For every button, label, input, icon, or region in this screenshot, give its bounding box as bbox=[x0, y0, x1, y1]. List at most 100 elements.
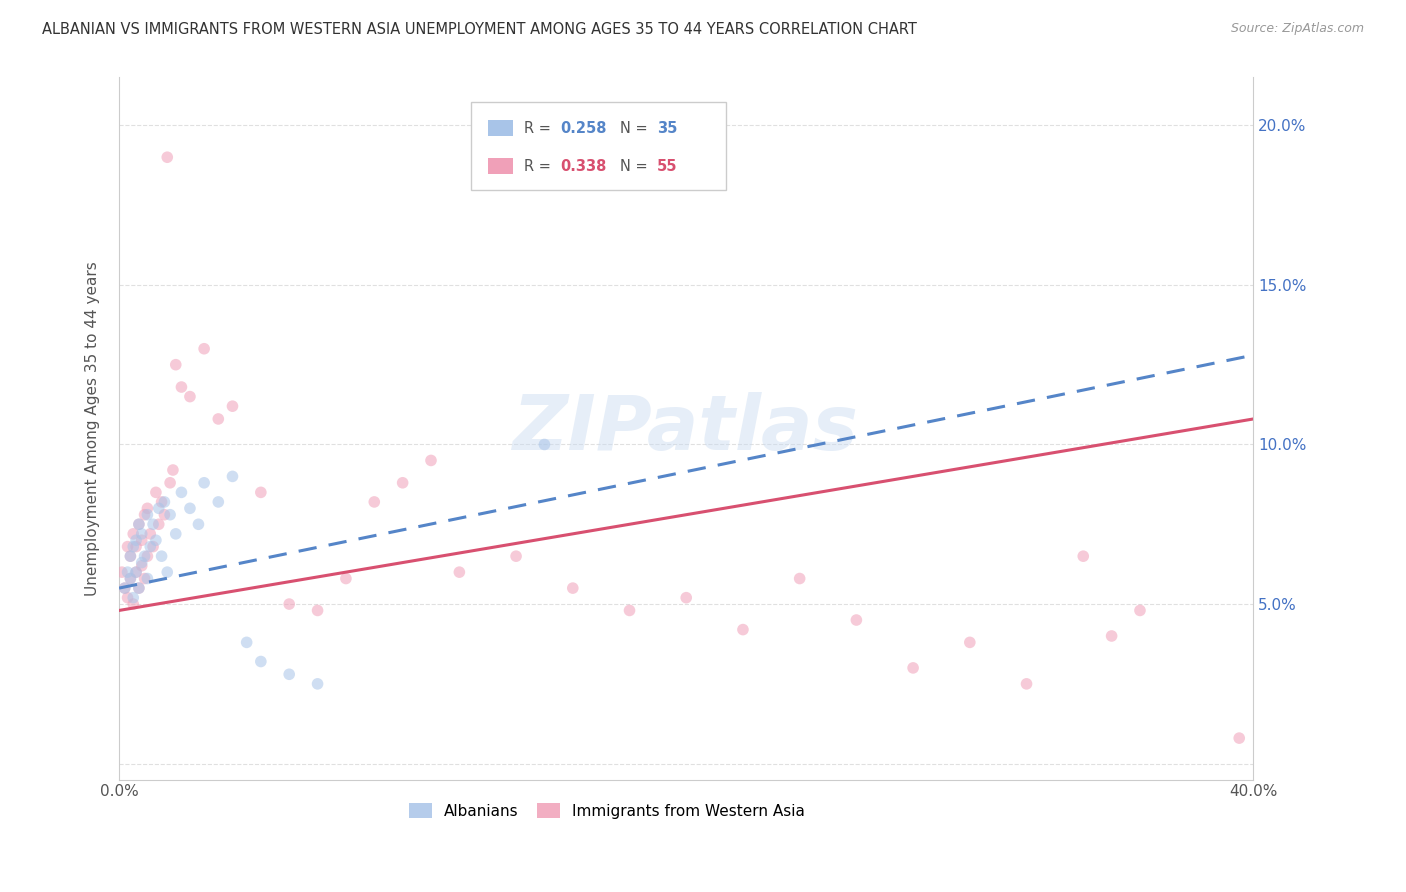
Point bbox=[120, 549, 142, 564]
Point bbox=[731, 623, 754, 637]
Point bbox=[959, 635, 981, 649]
Point bbox=[150, 549, 173, 564]
Point bbox=[114, 581, 136, 595]
Point bbox=[122, 526, 145, 541]
Point bbox=[193, 475, 215, 490]
Point bbox=[179, 501, 201, 516]
Text: 0.258: 0.258 bbox=[561, 120, 607, 136]
Point bbox=[122, 591, 145, 605]
Point bbox=[156, 565, 179, 579]
Point bbox=[148, 517, 170, 532]
Point bbox=[845, 613, 868, 627]
Point bbox=[170, 485, 193, 500]
Point bbox=[134, 508, 156, 522]
Bar bbox=[488, 159, 513, 174]
Point bbox=[278, 597, 301, 611]
FancyBboxPatch shape bbox=[471, 102, 725, 190]
Point bbox=[1071, 549, 1094, 564]
Point bbox=[125, 565, 148, 579]
Point bbox=[136, 572, 159, 586]
Legend: Albanians, Immigrants from Western Asia: Albanians, Immigrants from Western Asia bbox=[402, 797, 811, 824]
Point bbox=[120, 572, 142, 586]
Point bbox=[139, 526, 162, 541]
Point bbox=[134, 549, 156, 564]
Point bbox=[145, 485, 167, 500]
Point bbox=[335, 572, 357, 586]
Point bbox=[235, 635, 257, 649]
Point bbox=[131, 556, 153, 570]
Point bbox=[142, 540, 165, 554]
Point bbox=[165, 526, 187, 541]
Point bbox=[170, 380, 193, 394]
Point bbox=[134, 572, 156, 586]
Point bbox=[159, 508, 181, 522]
Point bbox=[120, 549, 142, 564]
Point bbox=[128, 581, 150, 595]
Point bbox=[156, 150, 179, 164]
Point bbox=[136, 549, 159, 564]
Point bbox=[165, 358, 187, 372]
Point bbox=[120, 572, 142, 586]
Point bbox=[131, 558, 153, 573]
Text: 55: 55 bbox=[657, 159, 678, 174]
Point bbox=[122, 540, 145, 554]
Point bbox=[117, 591, 139, 605]
Text: R =: R = bbox=[524, 120, 555, 136]
Point bbox=[179, 390, 201, 404]
Point bbox=[561, 581, 583, 595]
Point bbox=[391, 475, 413, 490]
Point bbox=[131, 533, 153, 548]
Text: 35: 35 bbox=[657, 120, 678, 136]
Point bbox=[142, 517, 165, 532]
Point bbox=[145, 533, 167, 548]
Point bbox=[125, 533, 148, 548]
Point bbox=[505, 549, 527, 564]
Point bbox=[122, 597, 145, 611]
Text: ZIPatlas: ZIPatlas bbox=[513, 392, 859, 466]
Point bbox=[207, 412, 229, 426]
Point bbox=[1101, 629, 1123, 643]
Text: Source: ZipAtlas.com: Source: ZipAtlas.com bbox=[1230, 22, 1364, 36]
Point bbox=[125, 540, 148, 554]
Point bbox=[619, 603, 641, 617]
Text: N =: N = bbox=[620, 159, 652, 174]
Point bbox=[128, 517, 150, 532]
Point bbox=[159, 475, 181, 490]
Point bbox=[1129, 603, 1152, 617]
Point bbox=[250, 485, 273, 500]
Point bbox=[449, 565, 471, 579]
Point bbox=[117, 565, 139, 579]
Point bbox=[139, 540, 162, 554]
Point bbox=[117, 540, 139, 554]
Point bbox=[125, 565, 148, 579]
Point bbox=[131, 526, 153, 541]
Point bbox=[363, 495, 385, 509]
Point bbox=[221, 399, 243, 413]
Text: 0.338: 0.338 bbox=[561, 159, 606, 174]
Point bbox=[136, 508, 159, 522]
Text: ALBANIAN VS IMMIGRANTS FROM WESTERN ASIA UNEMPLOYMENT AMONG AGES 35 TO 44 YEARS : ALBANIAN VS IMMIGRANTS FROM WESTERN ASIA… bbox=[42, 22, 917, 37]
Point bbox=[221, 469, 243, 483]
Point bbox=[675, 591, 697, 605]
Text: N =: N = bbox=[620, 120, 652, 136]
Bar bbox=[488, 120, 513, 136]
Point bbox=[150, 495, 173, 509]
Point bbox=[193, 342, 215, 356]
Point bbox=[111, 565, 134, 579]
Point bbox=[1227, 731, 1250, 745]
Point bbox=[153, 508, 176, 522]
Point bbox=[307, 677, 329, 691]
Point bbox=[420, 453, 443, 467]
Point bbox=[901, 661, 924, 675]
Point bbox=[187, 517, 209, 532]
Point bbox=[278, 667, 301, 681]
Point bbox=[207, 495, 229, 509]
Point bbox=[533, 437, 555, 451]
Point bbox=[162, 463, 184, 477]
Point bbox=[1015, 677, 1038, 691]
Point bbox=[128, 517, 150, 532]
Point bbox=[250, 655, 273, 669]
Point bbox=[148, 501, 170, 516]
Point bbox=[136, 501, 159, 516]
Y-axis label: Unemployment Among Ages 35 to 44 years: Unemployment Among Ages 35 to 44 years bbox=[86, 261, 100, 596]
